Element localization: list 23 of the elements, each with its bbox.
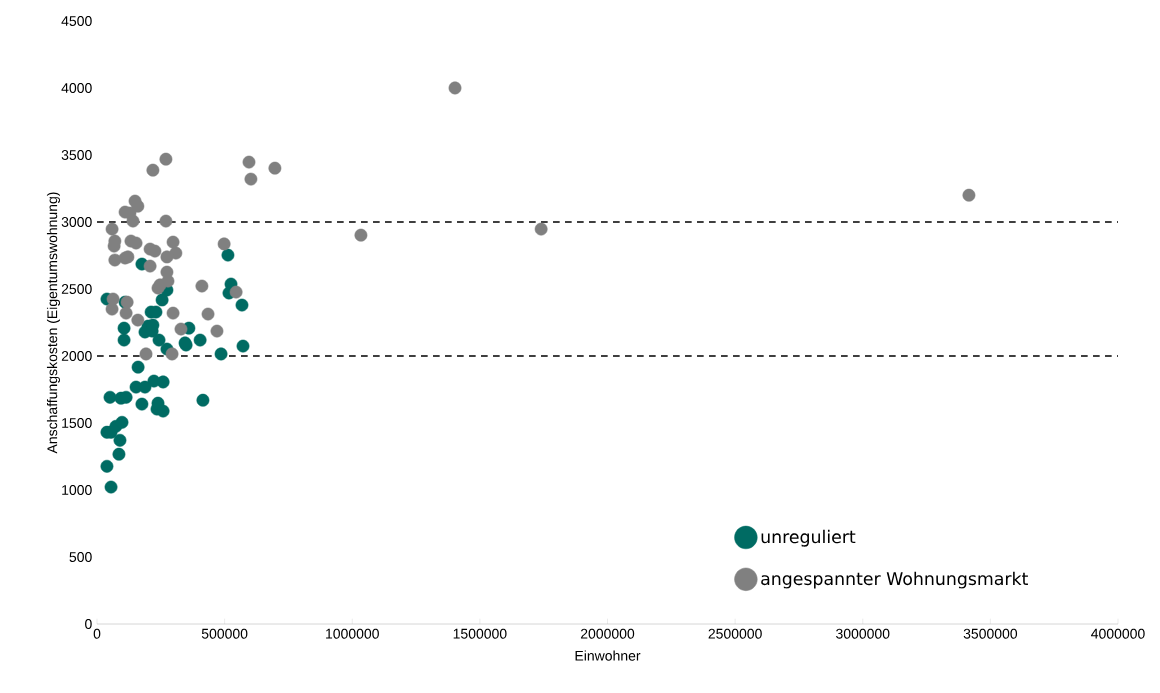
y-tick-label: 0 (85, 619, 92, 629)
legend-label: unreguliert (761, 529, 856, 547)
y-tick-label: 1000 (62, 485, 92, 495)
y-tick-label: 3500 (61, 150, 92, 160)
x-tick-label: 4000000 (1091, 628, 1145, 639)
x-tick-label: 3000000 (836, 628, 890, 639)
x-tick-label: 2500000 (708, 628, 762, 639)
y-tick-label: 1500 (62, 418, 92, 428)
y-tick-label: 3000 (61, 217, 92, 227)
x-tick-label: 1000000 (326, 628, 379, 639)
y-tick-label: 2000 (61, 351, 92, 361)
x-tick-label: 0 (93, 628, 101, 639)
legend-label: angespannter Wohnungsmarkt (761, 571, 1028, 589)
x-tick-label: 1500000 (453, 628, 507, 639)
y-tick-label: 4500 (61, 16, 92, 26)
y-tick-label: 500 (69, 552, 92, 562)
x-tick-label: 500000 (201, 628, 248, 639)
x-tick-label: 3500000 (963, 628, 1018, 639)
y-tick-label: 2500 (61, 284, 92, 294)
y-axis-title: Anschaffungskosten (Eigentumswohnung) (46, 192, 60, 454)
x-axis-title: Einwohner (575, 650, 641, 661)
y-tick-label: 4000 (61, 83, 92, 93)
x-tick-label: 2000000 (580, 628, 635, 639)
